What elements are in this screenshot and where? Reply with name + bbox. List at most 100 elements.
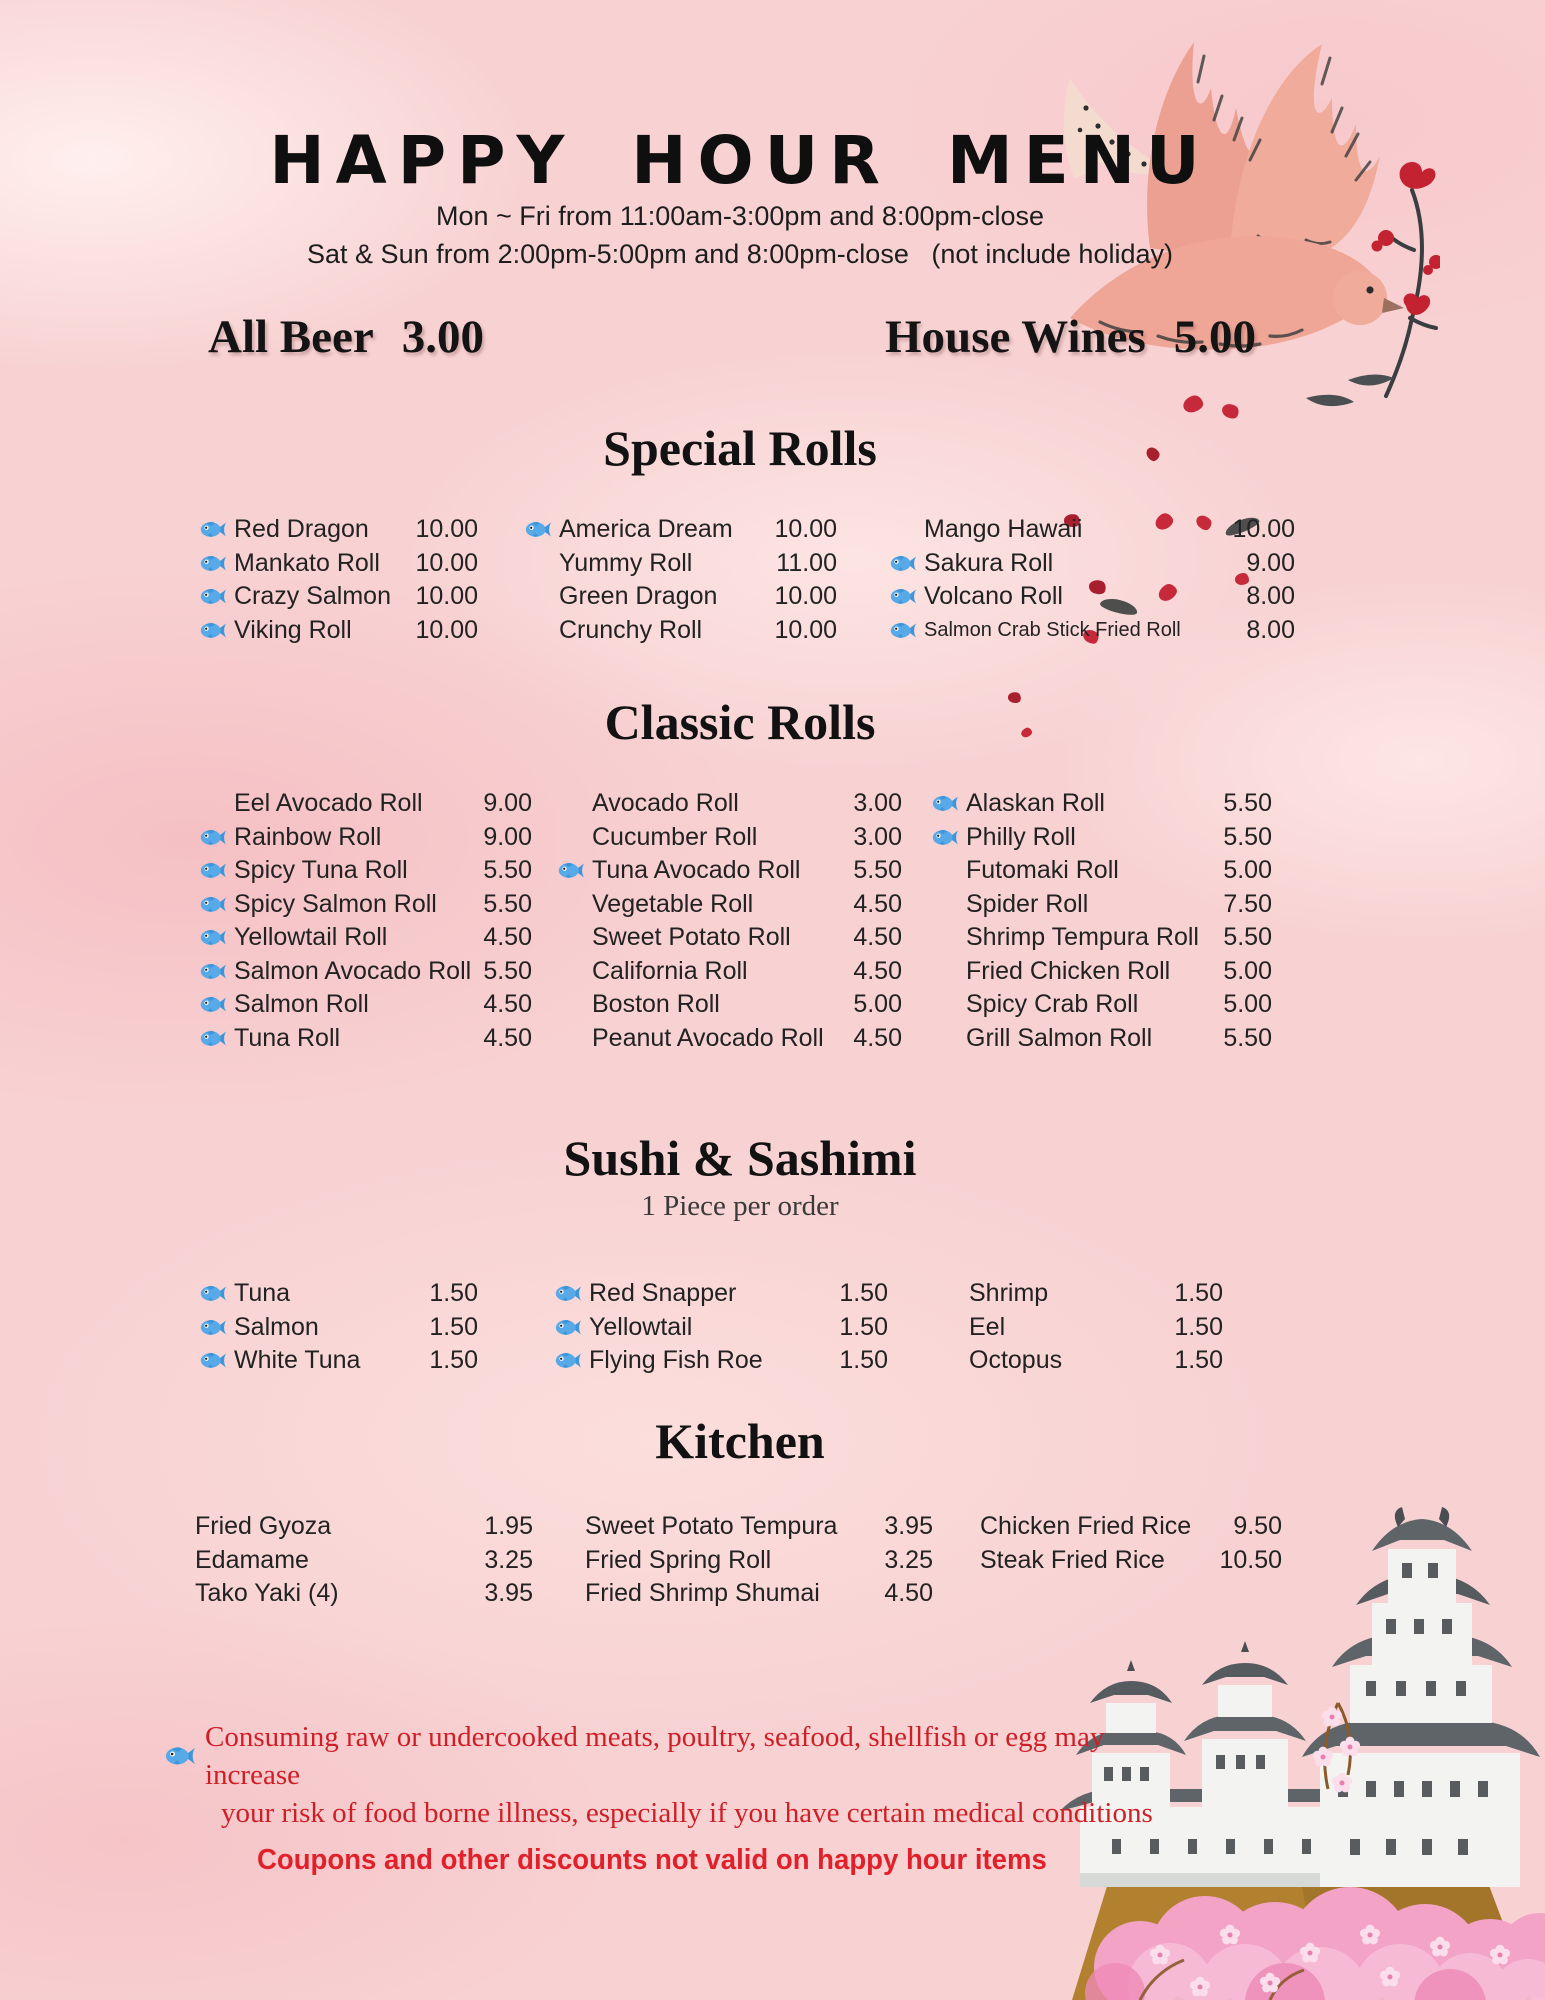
menu-item: Boston Roll 5.00 xyxy=(558,988,902,1022)
item-name: Green Dragon xyxy=(559,582,718,611)
item-price: 5.50 xyxy=(1223,789,1272,818)
menu-item: Tuna 1.50 xyxy=(200,1277,478,1311)
item-price: 5.00 xyxy=(1223,990,1272,1019)
fish-icon xyxy=(200,860,234,881)
section-special-rolls: Special Rolls Red Dragon 10.00 Mankato Rol… xyxy=(190,423,1295,653)
item-price: 1.50 xyxy=(429,1346,478,1375)
menu-column: Sweet Potato Tempura 3.95 Fried Spring Rol… xyxy=(585,1510,933,1611)
item-price: 10.00 xyxy=(774,515,837,544)
item-price: 3.00 xyxy=(853,822,902,851)
section-title: Classic Rolls xyxy=(604,694,876,750)
menu-item: Crazy Salmon 10.00 xyxy=(200,580,478,614)
fish-icon xyxy=(200,827,234,848)
item-price: 1.95 xyxy=(484,1512,533,1541)
menu-content: HAPPY HOUR MENU Mon ~ Fri from 11:00am-3… xyxy=(190,0,1295,2000)
disclaimer-text: Consuming raw or undercooked meats, poul… xyxy=(205,1721,1105,1791)
drink-label: House Wines xyxy=(885,311,1146,363)
menu-item: Salmon 1.50 xyxy=(200,1310,478,1344)
menu-item: Salmon Roll 4.50 xyxy=(200,988,532,1022)
fish-icon xyxy=(555,1317,589,1338)
menu-column: Shrimp 1.50 Eel 1.50 Octopus 1.50 xyxy=(935,1277,1223,1378)
item-name: Eel Avocado Roll xyxy=(234,789,423,818)
item-name: Shrimp Tempura Roll xyxy=(966,923,1199,952)
item-name: Salmon xyxy=(234,1312,319,1341)
item-name: Spider Roll xyxy=(966,889,1089,918)
menu-item: Salmon Crab Stick Fried Roll 8.00 xyxy=(890,614,1295,648)
hours-line-2: Sat & Sun from 2:00pm-5:00pm and 8:00pm-… xyxy=(307,239,1173,269)
item-name: Spicy Tuna Roll xyxy=(234,856,408,885)
menu-column: Tuna 1.50 Salmon 1.50 White Tuna 1.50 xyxy=(200,1277,478,1378)
item-price: 1.50 xyxy=(1174,1346,1223,1375)
drink-house-wines: House Wines 5.00 xyxy=(885,310,1256,364)
item-price: 4.50 xyxy=(853,956,902,985)
menu-item: Spicy Salmon Roll 5.50 xyxy=(200,888,532,922)
menu-item: Sweet Potato Tempura 3.95 xyxy=(585,1510,933,1544)
item-price: 1.50 xyxy=(1174,1279,1223,1308)
item-name: Fried Shrimp Shumai xyxy=(585,1579,820,1608)
fish-icon xyxy=(890,620,924,641)
item-price: 5.50 xyxy=(1223,923,1272,952)
item-name: Cucumber Roll xyxy=(592,822,758,851)
section-columns: Fried Gyoza 1.95 Edamame 3.25 Tako Yaki (4) 3… xyxy=(190,1510,1290,1615)
item-name: Philly Roll xyxy=(966,822,1076,851)
fish-icon xyxy=(932,827,966,848)
item-name: Yellowtail Roll xyxy=(234,923,388,952)
item-price: 1.50 xyxy=(839,1279,888,1308)
item-price: 4.50 xyxy=(884,1579,933,1608)
drink-all-beer: All Beer 3.00 xyxy=(208,310,484,364)
menu-item: Tuna Roll 4.50 xyxy=(200,1022,532,1056)
menu-item: Shrimp Tempura Roll 5.50 xyxy=(932,921,1272,955)
item-price: 8.00 xyxy=(1246,582,1295,611)
item-price: 9.50 xyxy=(1233,1512,1282,1541)
menu-item: White Tuna 1.50 xyxy=(200,1344,478,1378)
menu-item: Mankato Roll 10.00 xyxy=(200,547,478,581)
menu-item: Steak Fried Rice 10.50 xyxy=(980,1544,1282,1578)
item-name: Octopus xyxy=(969,1346,1063,1375)
menu-item: America Dream 10.00 xyxy=(525,513,837,547)
menu-item: Futomaki Roll 5.00 xyxy=(932,854,1272,888)
item-price: 5.50 xyxy=(1223,822,1272,851)
item-price: 10.50 xyxy=(1219,1545,1282,1574)
flower-branch xyxy=(1384,188,1438,398)
item-price: 10.00 xyxy=(774,582,837,611)
menu-item: Vegetable Roll 4.50 xyxy=(558,888,902,922)
menu-item: Mango Hawaii 10.00 xyxy=(890,513,1295,547)
section-subtitle: 1 Piece per order xyxy=(641,1190,839,1222)
item-name: Tuna Avocado Roll xyxy=(592,856,801,885)
bird-illustration xyxy=(1063,42,1440,407)
disclaimer-line-2: your risk of food borne illness, especia… xyxy=(221,1797,1153,1829)
item-name: Salmon Crab Stick Fried Roll xyxy=(924,618,1181,641)
fish-icon xyxy=(200,1317,234,1338)
item-price: 4.50 xyxy=(483,923,532,952)
item-name: Futomaki Roll xyxy=(966,856,1119,885)
item-price: 10.00 xyxy=(415,615,478,644)
item-price: 5.00 xyxy=(1223,956,1272,985)
item-name: Red Dragon xyxy=(234,515,369,544)
menu-item: Grill Salmon Roll 5.50 xyxy=(932,1022,1272,1056)
menu-item: Sakura Roll 9.00 xyxy=(890,547,1295,581)
item-name: Eel xyxy=(969,1312,1006,1341)
item-name: Avocado Roll xyxy=(592,789,739,818)
item-price: 9.00 xyxy=(483,822,532,851)
menu-item: Spicy Tuna Roll 5.50 xyxy=(200,854,532,888)
menu-item: Eel Avocado Roll 9.00 xyxy=(200,787,532,821)
fish-icon xyxy=(890,553,924,574)
menu-item: Yummy Roll 11.00 xyxy=(525,547,837,581)
item-name: Chicken Fried Rice xyxy=(980,1512,1192,1541)
section-columns: Eel Avocado Roll 9.00 Rainbow Roll 9.00 Spic… xyxy=(190,787,1290,1059)
item-price: 3.25 xyxy=(884,1545,933,1574)
item-price: 3.25 xyxy=(484,1545,533,1574)
fish-icon xyxy=(525,519,559,540)
item-price: 1.50 xyxy=(429,1312,478,1341)
page-title: HAPPY HOUR MENU xyxy=(269,122,1211,200)
item-price: 4.50 xyxy=(483,990,532,1019)
menu-item: Sweet Potato Roll 4.50 xyxy=(558,921,902,955)
item-name: Tuna Roll xyxy=(234,1023,341,1052)
menu-item: Fried Gyoza 1.95 xyxy=(195,1510,533,1544)
menu-item: Edamame 3.25 xyxy=(195,1544,533,1578)
item-price: 10.00 xyxy=(415,515,478,544)
section-columns: Red Dragon 10.00 Mankato Roll 10.00 Crazy Sa… xyxy=(190,513,1295,653)
item-price: 5.50 xyxy=(483,856,532,885)
item-name: Sweet Potato Roll xyxy=(592,923,791,952)
